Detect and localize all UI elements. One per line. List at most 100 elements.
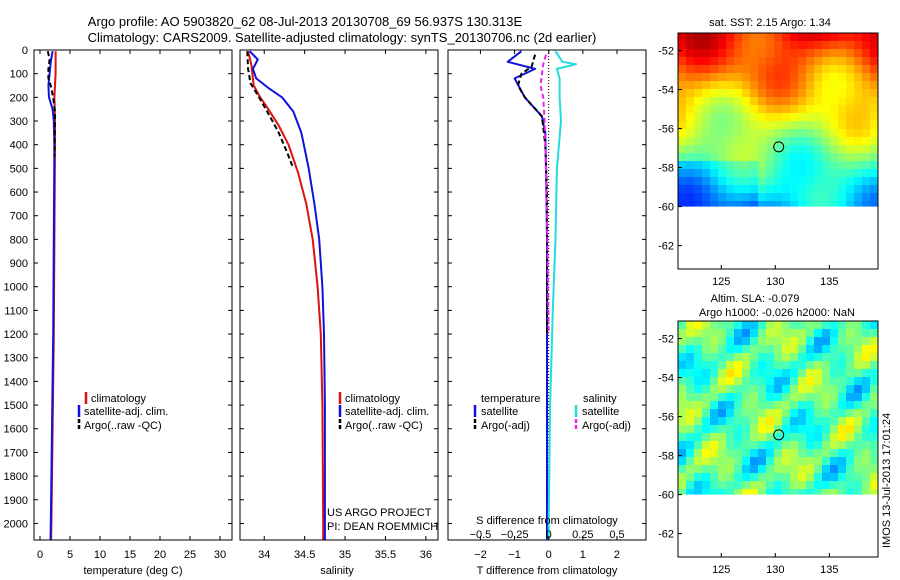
heatmap-cell — [830, 369, 838, 377]
heatmap-cell — [870, 433, 878, 441]
heatmap-cell — [766, 321, 774, 329]
heatmap-cell — [758, 129, 766, 137]
heatmap-cell — [718, 81, 726, 89]
heatmap-cell — [846, 345, 854, 353]
heatmap-cell — [686, 393, 694, 401]
heatmap-cell — [830, 193, 838, 201]
heatmap-cell — [710, 89, 718, 97]
heatmap-cell — [694, 393, 702, 401]
heatmap-cell — [822, 145, 830, 153]
heatmap-cell — [798, 137, 806, 145]
heatmap-cell — [774, 409, 782, 417]
heatmap-cell — [710, 137, 718, 145]
heatmap-cell — [862, 393, 870, 401]
heatmap-cell — [838, 473, 846, 481]
heatmap-cell — [710, 457, 718, 465]
heatmap-cell — [782, 161, 790, 169]
heatmap-cell — [742, 201, 750, 207]
heatmap-cell — [830, 393, 838, 401]
heatmap-cell — [758, 89, 766, 97]
heatmap-cell — [734, 65, 742, 73]
heatmap-cell — [870, 425, 878, 433]
heatmap-cell — [742, 121, 750, 129]
salinity-panel: 34 34.5 35 35.5 36 salinity climatology sate… — [239, 49, 439, 577]
heatmap-cell — [718, 193, 726, 201]
heatmap-cell — [750, 473, 758, 481]
heatmap-cell — [702, 425, 710, 433]
heatmap-cell — [854, 489, 862, 495]
heatmap-cell — [790, 337, 798, 345]
heatmap-cell — [814, 353, 822, 361]
heatmap-cell — [838, 89, 846, 97]
heatmap-cell — [710, 369, 718, 377]
heatmap-cell — [726, 145, 734, 153]
heatmap-cell — [854, 129, 862, 137]
heatmap-cell — [758, 97, 766, 105]
heatmap-cell — [814, 441, 822, 449]
heatmap-cell — [758, 473, 766, 481]
heatmap-cell — [870, 401, 878, 409]
heatmap-cell — [830, 345, 838, 353]
heatmap-cell — [718, 489, 726, 495]
heatmap-cell — [758, 169, 766, 177]
heatmap-cell — [806, 65, 814, 73]
heatmap-cell — [678, 417, 686, 425]
heatmap-cell — [798, 177, 806, 185]
heatmap-cell — [862, 441, 870, 449]
heatmap-cell — [790, 361, 798, 369]
heatmap-cell — [854, 337, 862, 345]
heatmap-cell — [726, 329, 734, 337]
temperature-x-ticks: 0 5 10 15 20 25 30 — [34, 49, 232, 561]
heatmap-cell — [750, 393, 758, 401]
heatmap-cell — [758, 401, 766, 409]
heatmap-cell — [870, 65, 878, 73]
heatmap-cell — [766, 377, 774, 385]
heatmap-cell — [718, 481, 726, 489]
heatmap-cell — [822, 337, 830, 345]
heatmap-cell — [814, 481, 822, 489]
heatmap-cell — [854, 449, 862, 457]
heatmap-cell — [766, 385, 774, 393]
heatmap-cell — [782, 337, 790, 345]
heatmap-cell — [846, 97, 854, 105]
heatmap-cell — [822, 473, 830, 481]
y-tick-label: 1900 — [4, 495, 28, 507]
heatmap-cell — [766, 489, 774, 495]
temperature-legend: climatology satellite-adj. clim. Argo(..… — [77, 392, 168, 432]
heatmap-cell — [702, 377, 710, 385]
heatmap-cell — [742, 377, 750, 385]
heatmap-cell — [846, 121, 854, 129]
heatmap-cell — [838, 401, 846, 409]
legend-label-t-satellite: satellite — [481, 406, 518, 418]
heatmap-cell — [734, 369, 742, 377]
heatmap-cell — [862, 161, 870, 169]
heatmap-cell — [726, 41, 734, 49]
heatmap-cell — [798, 153, 806, 161]
heatmap-cell — [686, 481, 694, 489]
heatmap-cell — [694, 345, 702, 353]
heatmap-cell — [822, 345, 830, 353]
heatmap-cell — [870, 409, 878, 417]
heatmap-cell — [870, 441, 878, 449]
heatmap-cell — [846, 433, 854, 441]
heatmap-cell — [758, 121, 766, 129]
s-difference-label: S difference from climatology — [476, 515, 618, 527]
heatmap-cell — [694, 193, 702, 201]
heatmap-cell — [726, 113, 734, 121]
heatmap-cell — [846, 417, 854, 425]
heatmap-cell — [758, 145, 766, 153]
heatmap-cell — [862, 401, 870, 409]
heatmap-cell — [822, 409, 830, 417]
heatmap-cell — [846, 105, 854, 113]
heatmap-cell — [782, 481, 790, 489]
heatmap-cell — [782, 401, 790, 409]
heatmap-cell — [774, 97, 782, 105]
heatmap-cell — [750, 457, 758, 465]
heatmap-cell — [742, 409, 750, 417]
heatmap-cell — [742, 385, 750, 393]
heatmap-cell — [814, 433, 822, 441]
heatmap-cell — [830, 65, 838, 73]
heatmap-cell — [766, 353, 774, 361]
heatmap-cell — [758, 137, 766, 145]
heatmap-cell — [686, 65, 694, 73]
